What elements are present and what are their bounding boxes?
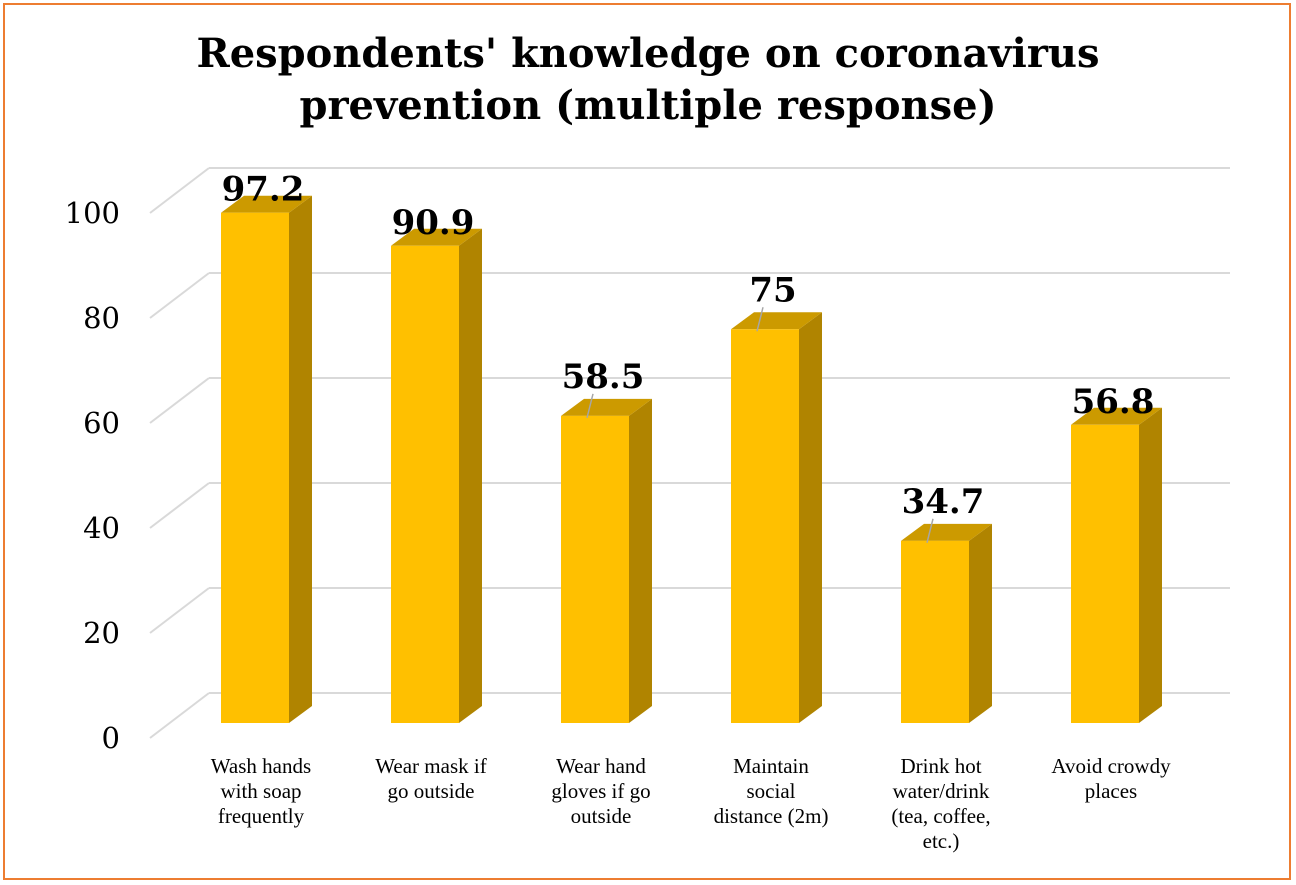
- gridline-100: [149, 167, 1230, 214]
- x-category-line: Wash hands: [210, 754, 312, 778]
- gridline-diagonal-80: [149, 272, 210, 319]
- x-category-line: frequently: [217, 804, 305, 828]
- bar-front-2: [391, 245, 459, 723]
- data-label-5: 34.7: [902, 482, 985, 522]
- x-category-line: gloves if go: [551, 779, 651, 803]
- bar-side-1: [289, 195, 312, 723]
- y-axis-ticks: 0 20 40 60 80 100: [65, 196, 120, 755]
- bar-front-3: [561, 415, 629, 723]
- y-tick-label-20: 20: [83, 616, 120, 650]
- chart-title-line-1: Respondents' knowledge on coronavirus: [196, 30, 1100, 77]
- gridline-0: [149, 692, 1230, 739]
- x-category-line: Wear mask if: [375, 754, 487, 778]
- gridline-20: [149, 587, 1230, 634]
- bar-side-4: [799, 312, 822, 723]
- bar-front-4: [731, 329, 799, 723]
- bar-front-5: [901, 540, 969, 723]
- gridline-40: [149, 482, 1230, 529]
- data-label-1: 97.2: [222, 170, 305, 210]
- x-category-line: places: [1084, 779, 1138, 803]
- x-category-line: Avoid crowdy: [1051, 754, 1171, 778]
- chart-title: Respondents' knowledge on coronavirus pr…: [0, 28, 1296, 132]
- x-category-line: (tea, coffee,: [891, 804, 991, 828]
- data-label-leader-4: [756, 307, 764, 332]
- bar-top-6: [1071, 407, 1162, 425]
- x-category-line: with soap: [220, 779, 302, 803]
- bar-side-5: [969, 523, 992, 723]
- chart-title-line-2: prevention (multiple response): [299, 82, 997, 129]
- bar-top-5: [901, 523, 992, 541]
- x-category-line: distance (2m): [713, 804, 829, 828]
- data-label-leader-3: [586, 393, 594, 419]
- x-category-line: etc.): [922, 829, 960, 853]
- data-label-leader-5: [926, 518, 934, 544]
- bar-1: [221, 195, 312, 723]
- x-category-line: Drink hot: [900, 754, 982, 778]
- gridline-diagonal-40: [149, 482, 210, 529]
- x-category-line: outside: [570, 804, 632, 828]
- data-label-3: 58.5: [562, 357, 645, 397]
- y-tick-label-60: 60: [83, 406, 120, 440]
- bar-top-4: [731, 312, 822, 330]
- x-category-line: go outside: [387, 779, 475, 803]
- data-labels: 97.2 90.9 58.5 75 34.7 56.8: [222, 170, 1155, 544]
- gridline-diagonal-60: [149, 377, 210, 424]
- bar-2: [391, 228, 482, 723]
- gridline-diagonal-0: [149, 692, 210, 739]
- bar-side-6: [1139, 407, 1162, 723]
- y-tick-label-0: 0: [102, 721, 120, 755]
- bar-side-3: [629, 398, 652, 723]
- x-category-label-5: Drink hot water/drink (tea, coffee, etc.): [861, 754, 1021, 854]
- gridline-diagonal-100: [149, 167, 210, 214]
- x-category-label-3: Wear hand gloves if go outside: [521, 754, 681, 829]
- gridline-diagonal-20: [149, 587, 210, 634]
- x-category-label-6: Avoid crowdy places: [1031, 754, 1191, 804]
- x-category-line: Maintain: [733, 754, 809, 778]
- x-category-label-2: Wear mask if go outside: [351, 754, 511, 804]
- x-category-line: Wear hand: [556, 754, 646, 778]
- bars: [221, 195, 1162, 723]
- x-category-line: water/drink: [892, 779, 990, 803]
- bar-top-3: [561, 398, 652, 416]
- gridline-80: [149, 272, 1230, 319]
- gridline-60: [149, 377, 1230, 424]
- data-label-4: 75: [749, 270, 796, 310]
- bar-top-2: [391, 228, 482, 246]
- data-label-6: 56.8: [1072, 382, 1155, 422]
- bar-4: [731, 312, 822, 723]
- bar-front-6: [1071, 424, 1139, 723]
- bar-6: [1071, 407, 1162, 723]
- y-tick-label-40: 40: [83, 511, 120, 545]
- bar-3: [561, 398, 652, 723]
- bar-5: [901, 523, 992, 723]
- gridlines: [149, 167, 1230, 739]
- chart-frame: [3, 3, 1291, 880]
- data-label-2: 90.9: [392, 203, 475, 243]
- bar-side-2: [459, 228, 482, 723]
- y-tick-label-100: 100: [65, 196, 120, 230]
- bar-top-1: [221, 195, 312, 213]
- y-tick-label-80: 80: [83, 301, 120, 335]
- x-category-label-4: Maintain social distance (2m): [691, 754, 851, 829]
- x-category-line: social: [746, 779, 796, 803]
- bar-front-1: [221, 212, 289, 723]
- x-category-label-1: Wash hands with soap frequently: [181, 754, 341, 829]
